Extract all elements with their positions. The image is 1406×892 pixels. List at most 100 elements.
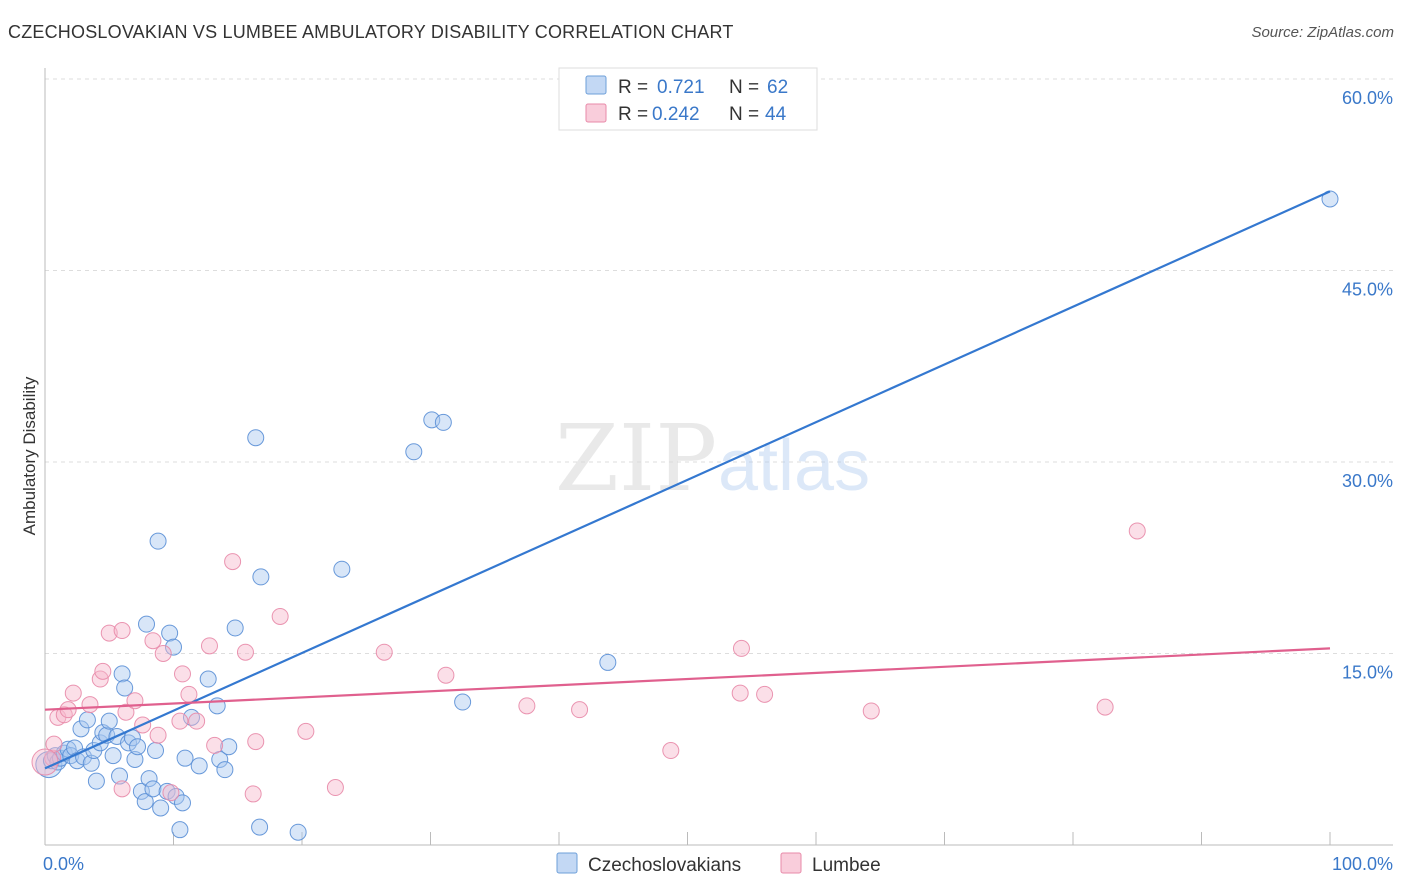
- czech-point-34: [147, 742, 165, 760]
- lumbee-point-39: [756, 685, 774, 703]
- lumbee-point-6: [81, 696, 99, 714]
- lumbee-point-16: [149, 726, 167, 744]
- y-axis-label: Ambulatory Disability: [20, 376, 39, 535]
- lumbee-point-31: [326, 779, 344, 797]
- czech-point-15: [87, 772, 105, 790]
- lumbee-point-43: [31, 748, 59, 776]
- czech-point-59: [434, 413, 452, 431]
- y-tick-label-60: 60.0%: [1342, 88, 1393, 108]
- bottom-legend-swatch-czech: [556, 852, 578, 874]
- czech-point-55: [289, 823, 307, 841]
- lumbee-point-35: [571, 701, 589, 719]
- lumbee-point-40: [862, 702, 880, 720]
- czech-point-13: [82, 754, 100, 772]
- czech-point-19: [100, 712, 118, 730]
- legend-swatch-lumbee: [585, 103, 607, 123]
- czech-point-54: [252, 568, 270, 586]
- y-tick-labels: 15.0% 30.0% 45.0% 60.0%: [1342, 88, 1393, 683]
- legend-r-value-czech: 0.721: [657, 77, 705, 98]
- czech-point-50: [220, 738, 238, 756]
- czech-point-52: [247, 429, 265, 447]
- czech-point-27: [126, 750, 144, 768]
- czech-point-42: [173, 794, 191, 812]
- chart-title: CZECHOSLOVAKIAN VS LUMBEE AMBULATORY DIS…: [8, 22, 734, 42]
- y-tick-label-15: 15.0%: [1342, 663, 1393, 683]
- x-tick-label-0: 0.0%: [43, 854, 84, 874]
- lumbee-point-30: [297, 722, 315, 740]
- czech-trend-line: [44, 190, 1331, 770]
- lumbee-point-34: [518, 697, 536, 715]
- legend-n-value-lumbee: 44: [765, 104, 787, 125]
- watermark-zip: ZIP: [555, 405, 717, 512]
- watermark-atlas: atlas: [718, 426, 870, 506]
- czech-point-41: [171, 821, 189, 839]
- legend-r-value-lumbee: 0.242: [652, 104, 700, 125]
- lumbee-point-8: [94, 662, 112, 680]
- legend-n-label-czech: N =: [729, 77, 759, 98]
- lumbee-point-28: [247, 733, 265, 751]
- czech-point-46: [199, 670, 217, 688]
- lumbee-point-32: [375, 643, 393, 661]
- legend-n-label-lumbee: N =: [729, 104, 759, 125]
- lumbee-point-38: [732, 639, 750, 657]
- legend: R = 0.721 N = 62 R = 0.242 N = 44: [558, 67, 818, 131]
- lumbee-point-26: [236, 643, 254, 661]
- czech-point-36: [152, 799, 170, 817]
- lumbee-point-24: [206, 736, 224, 754]
- lumbee-point-23: [200, 637, 218, 655]
- lumbee-point-36: [662, 742, 680, 760]
- czech-point-38: [161, 624, 179, 642]
- czech-point-39: [165, 638, 182, 656]
- y-tick-label-30: 30.0%: [1342, 471, 1393, 491]
- czech-point-56: [333, 560, 351, 578]
- czech-point-35: [149, 532, 167, 550]
- legend-n-value-czech: 62: [767, 77, 788, 98]
- lumbee-point-25: [224, 553, 242, 571]
- x-tick-label-100: 100.0%: [1332, 854, 1393, 874]
- lumbee-point-27: [244, 785, 262, 803]
- czech-point-45: [190, 757, 208, 775]
- bottom-legend-label-lumbee: Lumbee: [812, 855, 881, 876]
- legend-r-label-lumbee: R =: [618, 104, 648, 125]
- lumbee-point-15: [144, 632, 162, 650]
- lumbee-point-11: [113, 622, 131, 640]
- lumbee-point-42: [1128, 522, 1146, 540]
- czech-point-31: [138, 615, 156, 633]
- lumbee-point-33: [437, 666, 455, 684]
- lumbee-point-12: [117, 703, 135, 721]
- czech-point-23: [113, 665, 131, 683]
- watermark: ZIP atlas: [555, 405, 870, 512]
- lumbee-point-21: [180, 685, 198, 703]
- czech-point-20: [104, 747, 122, 765]
- lumbee-point-19: [171, 712, 189, 730]
- y-tick-label-45: 45.0%: [1342, 280, 1393, 300]
- lumbee-point-5: [64, 684, 82, 702]
- data-points: [31, 190, 1339, 841]
- bottom-legend: Czechoslovakians Lumbee: [556, 852, 881, 876]
- lumbee-point-37: [731, 684, 749, 702]
- chart-source: Source: ZipAtlas.com: [1251, 24, 1394, 41]
- lumbee-point-41: [1096, 698, 1114, 716]
- lumbee-point-10: [113, 780, 131, 798]
- x-ticks: [173, 832, 1331, 845]
- trend-lines: [44, 190, 1331, 770]
- czech-point-30: [136, 793, 154, 811]
- czech-point-53: [251, 818, 269, 836]
- lumbee-point-17: [154, 645, 172, 662]
- legend-r-label-czech: R =: [618, 77, 648, 98]
- lumbee-point-18: [162, 784, 180, 802]
- czech-point-22: [111, 767, 129, 785]
- lumbee-point-29: [271, 607, 289, 625]
- czech-point-12: [78, 711, 96, 729]
- lumbee-point-22: [188, 712, 206, 730]
- czech-point-60: [454, 693, 472, 711]
- czech-point-24: [116, 679, 134, 697]
- legend-swatch-czech: [585, 75, 607, 95]
- czech-point-43: [176, 749, 194, 767]
- czech-point-33: [144, 780, 162, 798]
- lumbee-point-20: [173, 665, 191, 683]
- czech-point-51: [226, 619, 244, 637]
- czech-point-32: [140, 770, 158, 788]
- czech-point-49: [216, 761, 234, 779]
